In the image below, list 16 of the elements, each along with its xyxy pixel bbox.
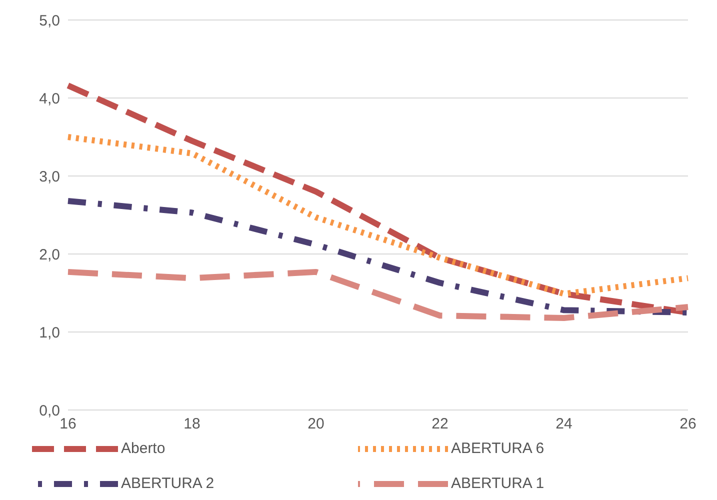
legend-label: ABERTURA 1	[451, 475, 544, 492]
x-tick-label: 22	[432, 416, 448, 433]
x-tick-label: 20	[308, 416, 324, 433]
y-tick-label: 4,0	[39, 90, 60, 108]
x-tick-label: 24	[556, 416, 572, 433]
y-tick-label: 5,0	[39, 12, 60, 30]
x-tick-label: 18	[184, 416, 200, 433]
x-tick-label: 26	[680, 416, 696, 433]
y-tick-label: 2,0	[39, 246, 60, 264]
legend-label: ABERTURA 6	[451, 440, 544, 457]
y-tick-label: 0,0	[39, 402, 60, 420]
y-tick-label: 1,0	[39, 324, 60, 342]
legend-label: ABERTURA 2	[121, 475, 214, 492]
legend-label: Aberto	[121, 440, 166, 457]
y-tick-label: 3,0	[39, 168, 60, 186]
x-tick-label: 16	[60, 416, 76, 433]
